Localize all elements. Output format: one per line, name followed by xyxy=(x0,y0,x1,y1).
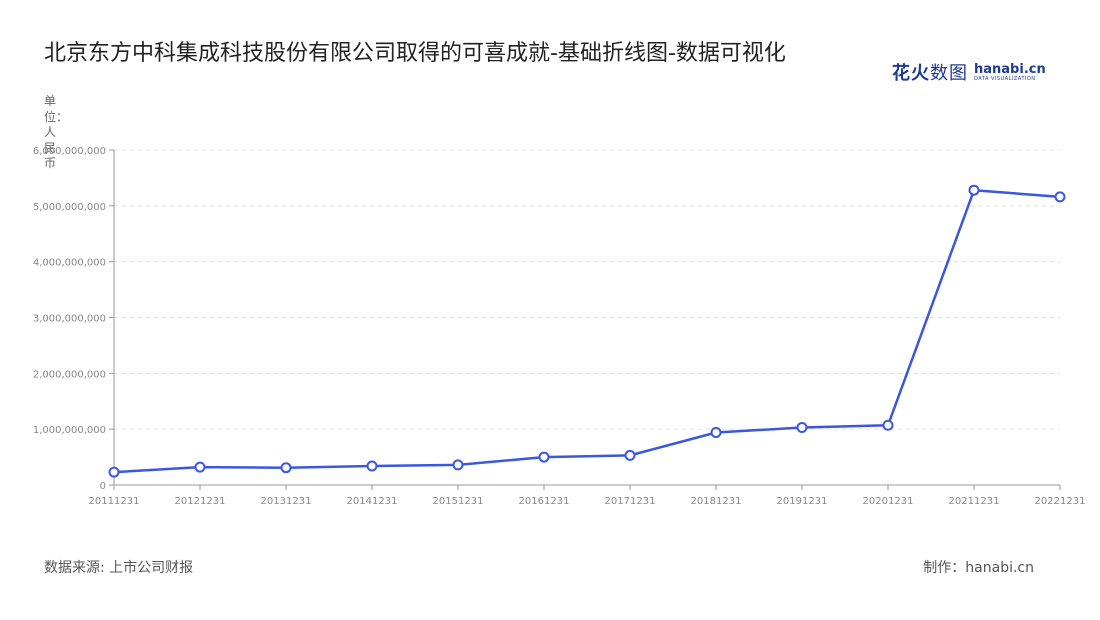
series-line xyxy=(113,188,1061,474)
data-point xyxy=(280,462,292,474)
y-axis-label: 单位：人民币 xyxy=(44,94,69,170)
data-point xyxy=(968,184,980,196)
x-tick-label: 20171231 xyxy=(605,496,656,507)
chart-title: 北京东方中科集成科技股份有限公司取得的可喜成就-基础折线图-数据可视化 xyxy=(44,41,786,66)
y-tick-label: 3,000,000,000 xyxy=(33,314,106,325)
x-tick-label: 20141231 xyxy=(347,496,398,507)
data-point xyxy=(194,461,206,473)
x-tick-label: 20121231 xyxy=(175,496,226,507)
x-tick-label: 20191231 xyxy=(777,496,828,507)
data-point xyxy=(366,460,378,472)
logo-en-text: hanabi.cn DATA VISUALIZATION xyxy=(974,61,1046,82)
x-tick-label: 20131231 xyxy=(261,496,312,507)
brand-logo: 花火数图 hanabi.cn DATA VISUALIZATION xyxy=(892,58,1046,86)
x-tick-label: 20221231 xyxy=(1035,496,1086,507)
x-tick-label: 20111231 xyxy=(89,496,140,507)
data-point xyxy=(796,421,808,433)
y-tick-label: 2,000,000,000 xyxy=(33,369,106,380)
data-point xyxy=(1054,191,1066,203)
x-tick-label: 20181231 xyxy=(691,496,742,507)
x-tick-label: 20211231 xyxy=(949,496,1000,507)
logo-cn-text: 花火数图 xyxy=(892,63,968,84)
data-point xyxy=(624,449,636,461)
x-tick-label: 20201231 xyxy=(863,496,914,507)
data-point xyxy=(710,427,722,439)
data-point xyxy=(108,466,120,478)
y-tick-label: 1,000,000,000 xyxy=(33,425,106,436)
x-tick-label: 20161231 xyxy=(519,496,570,507)
y-tick-label: 0 xyxy=(100,481,106,492)
y-tick-label: 5,000,000,000 xyxy=(33,202,106,213)
data-point xyxy=(882,419,894,431)
y-tick-label: 6,000,000,000 xyxy=(33,146,106,157)
x-tick-label: 20151231 xyxy=(433,496,484,507)
data-point xyxy=(538,451,550,463)
maker-credit: 制作：hanabi.cn xyxy=(923,560,1034,576)
data-source: 数据来源: 上市公司财报 xyxy=(44,560,194,576)
y-tick-label: 4,000,000,000 xyxy=(33,258,106,269)
data-point xyxy=(452,459,464,471)
